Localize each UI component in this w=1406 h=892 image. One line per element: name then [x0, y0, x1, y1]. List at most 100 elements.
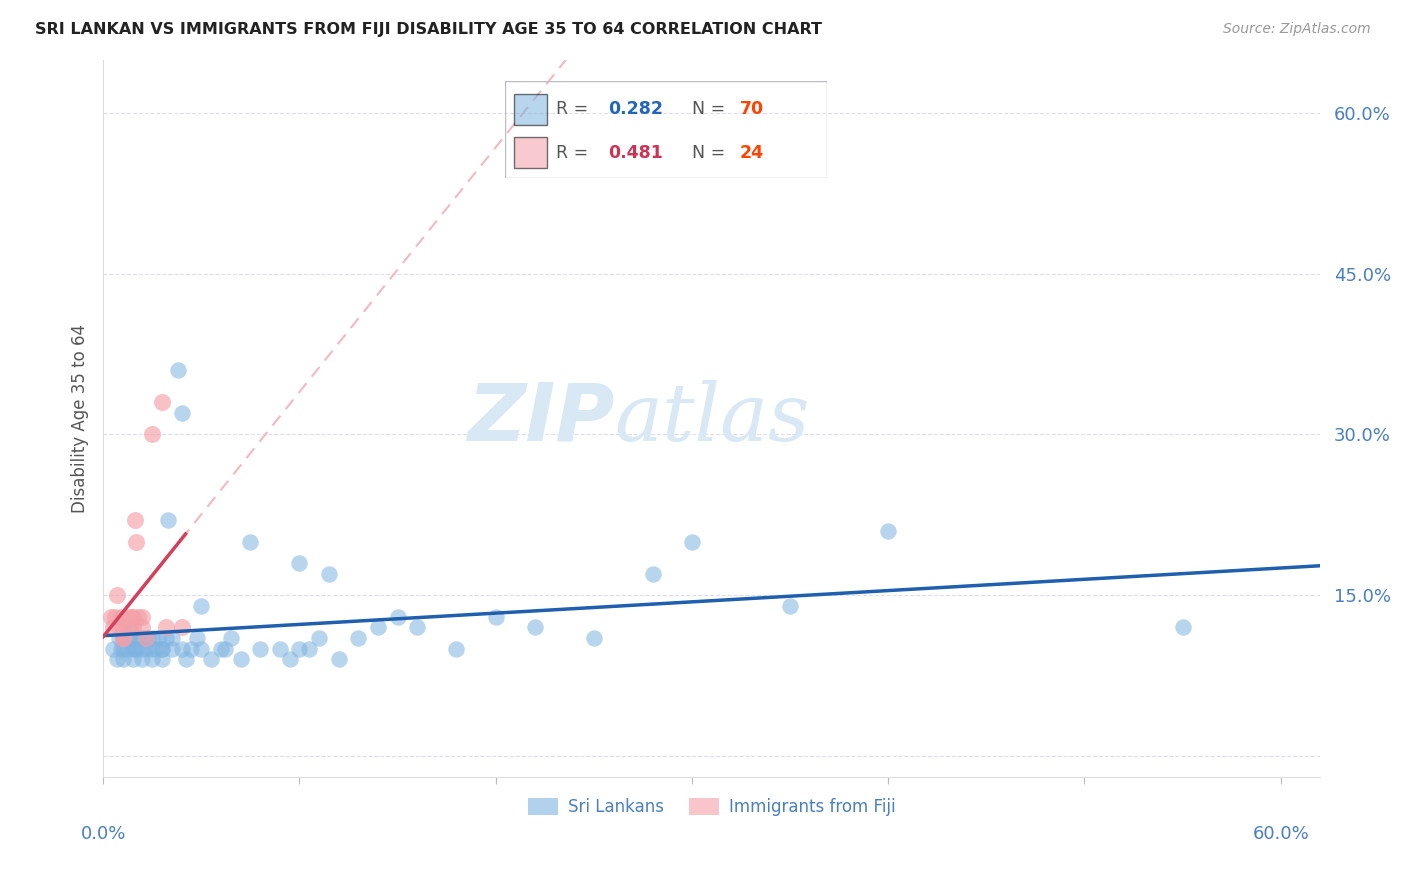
Point — [110, 609, 132, 624]
Point — [278, 652, 301, 666]
Point — [877, 524, 900, 538]
Point — [190, 599, 212, 613]
Point — [150, 652, 173, 666]
Point — [170, 406, 193, 420]
Point — [523, 620, 546, 634]
Point — [406, 620, 429, 634]
Point — [117, 620, 139, 634]
Point — [127, 631, 149, 645]
Point — [155, 620, 177, 634]
Point — [135, 631, 157, 645]
Point — [387, 609, 409, 624]
Point — [160, 631, 183, 645]
Point — [681, 534, 703, 549]
Point — [105, 588, 128, 602]
Point — [115, 609, 138, 624]
Text: 0.0%: 0.0% — [80, 825, 125, 843]
Point — [111, 620, 134, 634]
Point — [219, 631, 242, 645]
Point — [288, 641, 311, 656]
Point — [779, 599, 801, 613]
Point — [485, 609, 508, 624]
Point — [308, 631, 330, 645]
Text: atlas: atlas — [614, 380, 810, 457]
Point — [150, 395, 173, 409]
Point — [111, 631, 134, 645]
Point — [131, 652, 153, 666]
Point — [1171, 620, 1194, 634]
Point — [115, 641, 138, 656]
Point — [269, 641, 291, 656]
Point — [160, 641, 183, 656]
Point — [328, 652, 350, 666]
Point — [131, 620, 153, 634]
Point — [582, 631, 605, 645]
Point — [141, 427, 163, 442]
Point — [141, 652, 163, 666]
Point — [117, 631, 139, 645]
Point — [174, 652, 197, 666]
Point — [121, 652, 143, 666]
Point — [150, 641, 173, 656]
Point — [318, 566, 340, 581]
Point — [146, 631, 169, 645]
Point — [125, 534, 148, 549]
Point — [121, 631, 143, 645]
Point — [120, 609, 142, 624]
Point — [186, 631, 208, 645]
Point — [367, 620, 389, 634]
Text: SRI LANKAN VS IMMIGRANTS FROM FIJI DISABILITY AGE 35 TO 64 CORRELATION CHART: SRI LANKAN VS IMMIGRANTS FROM FIJI DISAB… — [35, 22, 823, 37]
Point — [124, 641, 146, 656]
Point — [110, 641, 132, 656]
Point — [108, 631, 131, 645]
Point — [190, 641, 212, 656]
Point — [127, 609, 149, 624]
Point — [166, 363, 188, 377]
Point — [101, 641, 124, 656]
Point — [200, 652, 222, 666]
Point — [136, 631, 159, 645]
Point — [111, 620, 134, 634]
Point — [641, 566, 664, 581]
Text: 60.0%: 60.0% — [1253, 825, 1309, 843]
Point — [101, 620, 124, 634]
Point — [131, 641, 153, 656]
Point — [121, 641, 143, 656]
Point — [150, 641, 173, 656]
Point — [121, 609, 143, 624]
Legend: Sri Lankans, Immigrants from Fiji: Sri Lankans, Immigrants from Fiji — [522, 791, 903, 822]
Point — [131, 631, 153, 645]
Point — [111, 631, 134, 645]
Point — [124, 513, 146, 527]
Point — [170, 641, 193, 656]
Point — [111, 631, 134, 645]
Point — [446, 641, 468, 656]
Point — [170, 620, 193, 634]
Point — [120, 620, 142, 634]
Point — [100, 609, 122, 624]
Point — [121, 620, 143, 634]
Point — [141, 631, 163, 645]
Point — [111, 641, 134, 656]
Point — [298, 641, 321, 656]
Point — [209, 641, 232, 656]
Point — [288, 556, 311, 570]
Point — [229, 652, 252, 666]
Point — [155, 631, 177, 645]
Point — [145, 641, 167, 656]
Text: Source: ZipAtlas.com: Source: ZipAtlas.com — [1223, 22, 1371, 37]
Point — [104, 609, 127, 624]
Text: ZIP: ZIP — [467, 379, 614, 458]
Point — [214, 641, 236, 656]
Y-axis label: Disability Age 35 to 64: Disability Age 35 to 64 — [72, 324, 89, 513]
Point — [108, 620, 131, 634]
Point — [105, 652, 128, 666]
Point — [111, 652, 134, 666]
Point — [239, 534, 262, 549]
Point — [135, 641, 157, 656]
Point — [156, 513, 179, 527]
Point — [131, 609, 153, 624]
Point — [141, 641, 163, 656]
Point — [347, 631, 370, 645]
Point — [249, 641, 271, 656]
